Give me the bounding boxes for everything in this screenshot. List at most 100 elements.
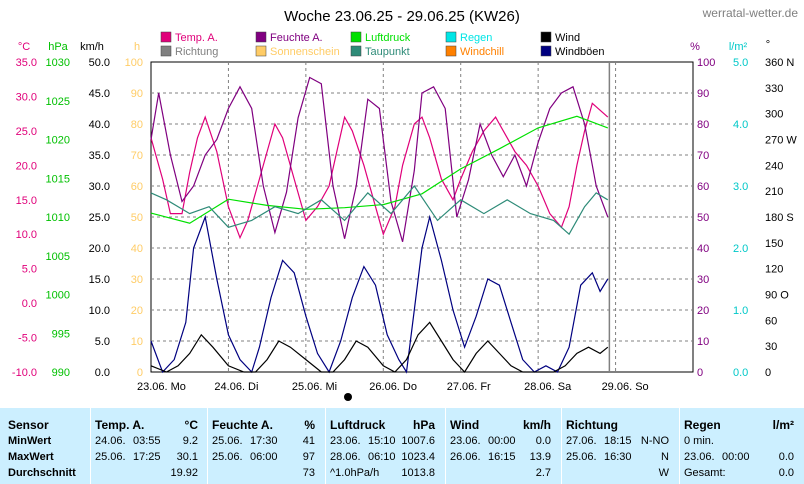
humidity-axis-tick: 70 xyxy=(697,150,709,162)
direction-axis-tick: 30 xyxy=(765,341,777,353)
pressure-axis-tick: 1015 xyxy=(46,173,70,185)
pressure-axis-tick: 1005 xyxy=(46,251,70,263)
stats-avg-date: ^1.0hPa/h xyxy=(330,467,380,479)
stats-min-date: 23.06. xyxy=(330,435,361,447)
legend-swatch xyxy=(350,31,362,43)
wind-axis-tick: 0.0 xyxy=(95,367,110,379)
stats-max-date: 25.06. xyxy=(212,451,243,463)
pressure-axis-tick: 1020 xyxy=(46,135,70,147)
wind-axis-tick: 45.0 xyxy=(89,88,110,100)
stats-max-time: 06:10 xyxy=(368,451,396,463)
temp-axis-tick: 15.0 xyxy=(16,195,37,207)
stats-avg-value: 1013.8 xyxy=(401,467,435,479)
x-tick-label: 27.06. Fr xyxy=(447,381,491,393)
sun-axis-tick: 0 xyxy=(137,367,143,379)
humidity-axis-tick: 80 xyxy=(697,119,709,131)
now-dot-icon xyxy=(344,393,352,401)
stats-column: Temp. A. °C 24.06. 03:55 9.2 25.06. 17:25 30.1 1… xyxy=(90,408,204,484)
stats-max-date: 25.06. xyxy=(566,451,597,463)
humidity-axis-tick: 90 xyxy=(697,88,709,100)
humidity-axis-unit: % xyxy=(690,41,700,53)
stats-column-unit: hPa xyxy=(412,418,435,432)
sun-axis-tick: 90 xyxy=(131,88,143,100)
direction-axis-tick: 210 xyxy=(765,186,783,198)
legend-label: Regen xyxy=(460,32,492,44)
stats-min-date: 0 min. xyxy=(684,435,714,447)
series-line-taupunkt xyxy=(150,185,609,236)
direction-axis-tick: 150 xyxy=(765,238,783,250)
temp-axis-tick: -10.0 xyxy=(12,367,37,379)
legend-label: Richtung xyxy=(175,46,218,58)
stats-avg-value: W xyxy=(658,467,669,479)
stats-column-title: Regen xyxy=(684,418,721,432)
stats-column-title: Richtung xyxy=(566,418,618,432)
legend-swatch xyxy=(160,31,172,43)
humidity-axis-tick: 60 xyxy=(697,181,709,193)
stats-column-title: Wind xyxy=(450,418,480,432)
legend-label: Windchill xyxy=(460,46,504,58)
x-tick-label: 25.06. Mi xyxy=(292,381,337,393)
series-line-wind xyxy=(150,321,609,373)
wind-axis-tick: 35.0 xyxy=(89,150,110,162)
stats-min-date: 25.06. xyxy=(212,435,243,447)
temp-axis-unit: °C xyxy=(18,41,30,53)
humidity-axis-tick: 100 xyxy=(697,57,715,69)
temp-axis-tick: 20.0 xyxy=(16,160,37,172)
stats-min-value: 0.0 xyxy=(535,435,551,447)
stats-max-time: 16:30 xyxy=(604,451,632,463)
x-tick-label: 28.06. Sa xyxy=(524,381,572,393)
wind-axis-tick: 20.0 xyxy=(89,243,110,255)
direction-axis-tick: 60 xyxy=(765,315,777,327)
pressure-axis-unit: hPa xyxy=(48,41,68,53)
site-name: werratal-wetter.de xyxy=(702,6,799,20)
rain-axis-tick: 3.0 xyxy=(733,181,748,193)
legend-swatch xyxy=(160,45,172,57)
sun-axis-unit: h xyxy=(134,41,140,53)
x-tick-label: 26.06. Do xyxy=(369,381,417,393)
x-tick-label: 23.06. Mo xyxy=(137,381,186,393)
stats-min-date: 24.06. xyxy=(95,435,126,447)
row-label-sensor: Sensor xyxy=(8,418,49,432)
direction-axis-tick: 0 xyxy=(765,367,771,379)
sun-axis-tick: 10 xyxy=(131,336,143,348)
humidity-axis-tick: 0 xyxy=(697,367,703,379)
temp-axis-tick: 0.0 xyxy=(22,298,37,310)
humidity-axis-tick: 20 xyxy=(697,305,709,317)
humidity-axis-tick: 10 xyxy=(697,336,709,348)
direction-axis-tick: 90 O xyxy=(765,290,789,302)
stats-column-unit: l/m² xyxy=(772,418,794,432)
temp-axis-tick: 30.0 xyxy=(16,91,37,103)
legend-swatch xyxy=(445,45,457,57)
wind-axis-tick: 10.0 xyxy=(89,305,110,317)
humidity-axis-tick: 30 xyxy=(697,274,709,286)
stats-avg-value: 2.7 xyxy=(535,467,551,479)
legend-label: Sonnenschein xyxy=(270,46,340,58)
stats-max-value: 1023.4 xyxy=(401,451,435,463)
stats-max-value: 97 xyxy=(302,451,315,463)
stats-max-time: 16:15 xyxy=(488,451,516,463)
stats-min-time: 03:55 xyxy=(133,435,161,447)
pressure-axis-tick: 990 xyxy=(52,367,70,379)
humidity-axis-tick: 40 xyxy=(697,243,709,255)
pressure-axis-tick: 1030 xyxy=(46,57,70,69)
sun-axis-tick: 30 xyxy=(131,274,143,286)
x-tick-label: 29.06. So xyxy=(602,381,649,393)
stats-column-title: Luftdruck xyxy=(330,418,386,432)
stats-column: Regen l/m² 0 min. 23.06. 00:00 0.0 Gesamt: 0.0 xyxy=(679,408,800,484)
rain-axis-tick: 1.0 xyxy=(733,305,748,317)
chart-title: Woche 23.06.25 - 29.06.25 (KW26) xyxy=(284,8,520,25)
stats-avg-value: 73 xyxy=(302,467,315,479)
stats-max-value: 0.0 xyxy=(778,451,794,463)
stats-min-time: 15:10 xyxy=(368,435,396,447)
sun-axis-tick: 60 xyxy=(131,181,143,193)
direction-axis-tick: 360 N xyxy=(765,57,794,69)
sun-axis-tick: 40 xyxy=(131,243,143,255)
humidity-axis-tick: 50 xyxy=(697,212,709,224)
stats-max-date: 25.06. xyxy=(95,451,126,463)
stats-column-unit: % xyxy=(304,418,315,432)
row-label-avg: Durchschnitt xyxy=(8,467,76,479)
sun-axis-tick: 50 xyxy=(131,212,143,224)
wind-axis-unit: km/h xyxy=(80,41,104,53)
temp-axis-tick: -5.0 xyxy=(18,333,37,345)
stats-min-value: N-NO xyxy=(640,435,669,447)
